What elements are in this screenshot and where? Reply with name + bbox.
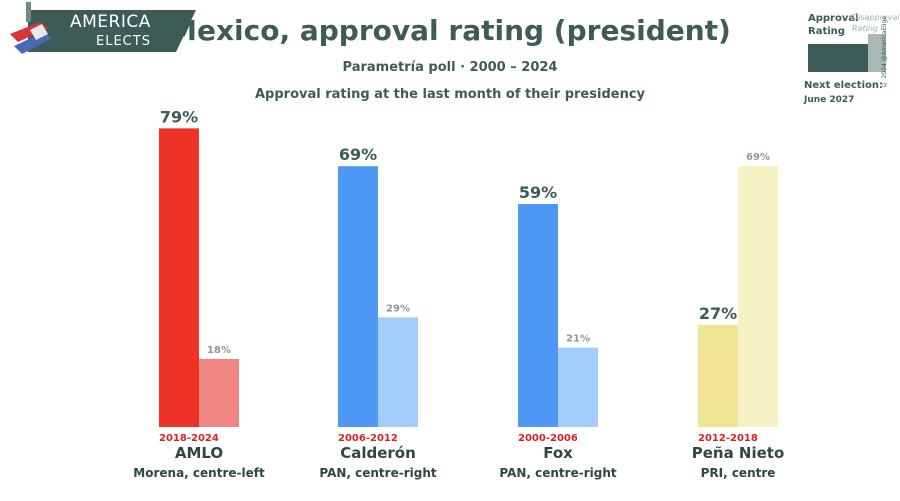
next-election-label: Next election:	[804, 80, 883, 91]
chart-subtitle: Parametría poll · 2000 – 2024	[342, 60, 558, 75]
category-party-fox: PAN, centre-right	[499, 466, 617, 480]
bar-disapproval-fox	[558, 347, 598, 427]
category-party-calder-n: PAN, centre-right	[319, 466, 437, 480]
label-disapproval-calder-n: 29%	[386, 303, 410, 314]
category-years-fox: 2000-2006	[518, 433, 578, 444]
label-disapproval-fox: 21%	[566, 334, 590, 345]
category-name-fox: Fox	[543, 444, 573, 462]
label-disapproval-pe-a-nieto: 69%	[746, 152, 770, 163]
legend: Approval Rating Disapproval Rating © 202…	[804, 6, 900, 116]
bar-approval-amlo	[159, 128, 199, 427]
legend-disapproval-label: Disapproval Rating	[852, 13, 900, 33]
legend-approval-swatch	[808, 44, 868, 72]
bar-disapproval-calder-n	[378, 317, 418, 427]
label-disapproval-amlo: 18%	[207, 345, 231, 356]
label-approval-pe-a-nieto: 27%	[699, 304, 737, 323]
chart-note: Approval rating at the last month of the…	[254, 87, 646, 102]
bar-approval-pe-a-nieto	[698, 324, 738, 427]
category-name-calder-n: Calderón	[340, 444, 416, 462]
logo-text-america: AMERICA	[70, 12, 151, 32]
label-approval-amlo: 79%	[160, 107, 198, 126]
label-approval-fox: 59%	[519, 183, 557, 202]
bar-disapproval-pe-a-nieto	[738, 166, 778, 427]
category-years-pe-a-nieto: 2012-2018	[698, 433, 758, 444]
chart-title: Mexico, approval rating (president)	[169, 14, 731, 47]
category-name-pe-a-nieto: Peña Nieto	[691, 444, 785, 462]
america-elects-logo: AMERICA ELECTS	[0, 0, 200, 62]
legend-disapproval-swatch	[868, 34, 886, 72]
legend-approval-label: Approval Rating	[808, 13, 859, 37]
logo-text-elects: ELECTS	[96, 34, 151, 49]
bar-approval-calder-n	[338, 166, 378, 427]
bar-approval-fox	[518, 203, 558, 427]
bar-disapproval-amlo	[199, 358, 239, 427]
category-party-amlo: Morena, centre-left	[133, 466, 265, 480]
category-years-amlo: 2018-2024	[159, 433, 219, 444]
logo-graphic	[10, 2, 196, 54]
next-election-date: June 2027	[804, 95, 855, 105]
category-name-amlo: AMLO	[174, 444, 224, 462]
label-approval-calder-n: 69%	[339, 145, 377, 164]
category-years-calder-n: 2006-2012	[338, 433, 398, 444]
category-party-pe-a-nieto: PRI, centre	[700, 466, 776, 480]
